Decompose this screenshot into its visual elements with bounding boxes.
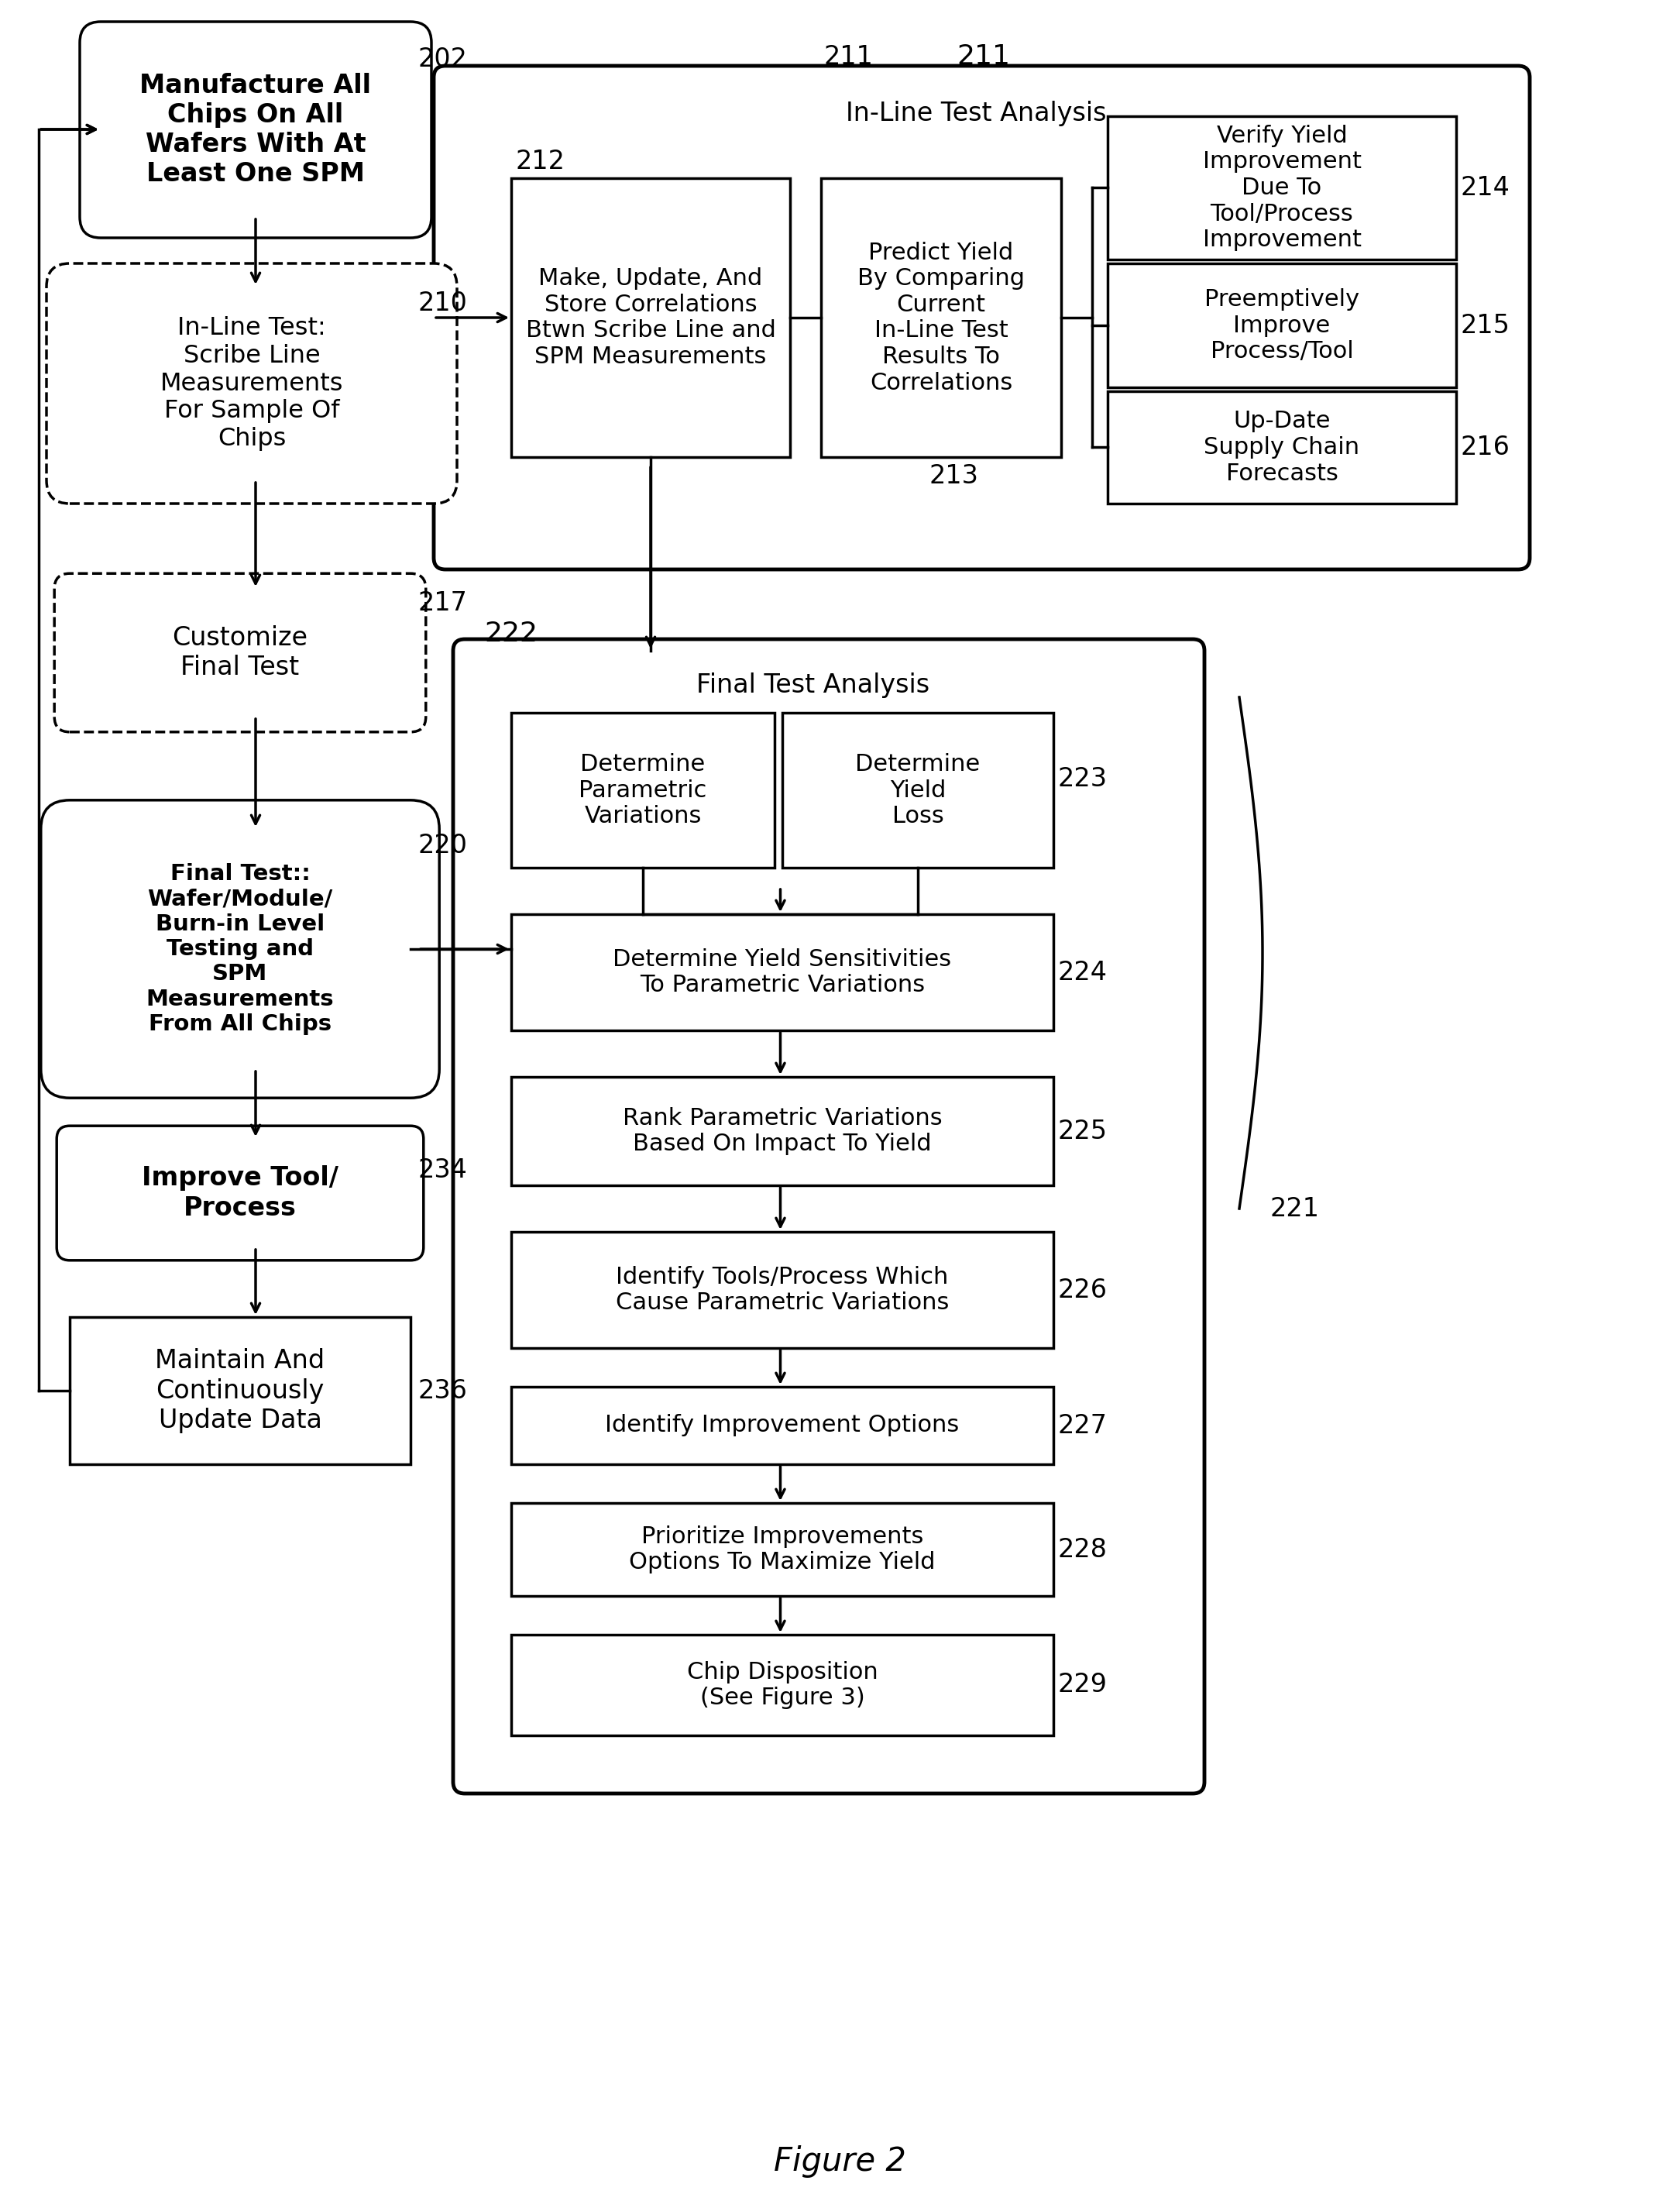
FancyBboxPatch shape	[79, 22, 432, 238]
Text: 216: 216	[1460, 435, 1510, 459]
Text: In-Line Test:
Scribe Line
Measurements
For Sample Of
Chips: In-Line Test: Scribe Line Measurements F…	[160, 316, 343, 450]
Text: 220: 220	[418, 832, 467, 859]
Text: 224: 224	[1057, 960, 1107, 985]
Text: Chip Disposition
(See Figure 3): Chip Disposition (See Figure 3)	[687, 1660, 879, 1709]
Text: Identify Tools/Process Which
Cause Parametric Variations: Identify Tools/Process Which Cause Param…	[615, 1265, 949, 1314]
Text: 236: 236	[418, 1378, 467, 1404]
Text: 214: 214	[1460, 174, 1510, 201]
Text: 223: 223	[1057, 766, 1107, 790]
Text: 213: 213	[929, 464, 979, 488]
FancyBboxPatch shape	[57, 1126, 423, 1261]
FancyBboxPatch shape	[511, 713, 774, 868]
Text: Make, Update, And
Store Correlations
Btwn Scribe Line and
SPM Measurements: Make, Update, And Store Correlations Btw…	[526, 267, 776, 369]
Text: Improve Tool/
Process: Improve Tool/ Process	[141, 1166, 338, 1221]
Text: Rank Parametric Variations
Based On Impact To Yield: Rank Parametric Variations Based On Impa…	[623, 1106, 942, 1155]
Text: 234: 234	[418, 1157, 467, 1183]
FancyBboxPatch shape	[1107, 391, 1457, 503]
Text: Maintain And
Continuously
Update Data: Maintain And Continuously Update Data	[155, 1349, 324, 1433]
Text: 226: 226	[1057, 1276, 1107, 1303]
Text: 210: 210	[418, 291, 467, 316]
Text: Customize
Final Test: Customize Final Test	[173, 625, 307, 680]
Text: 225: 225	[1057, 1117, 1107, 1144]
FancyBboxPatch shape	[783, 713, 1053, 868]
Text: Manufacture All
Chips On All
Wafers With At
Least One SPM: Manufacture All Chips On All Wafers With…	[139, 73, 371, 188]
FancyBboxPatch shape	[511, 1078, 1053, 1186]
FancyBboxPatch shape	[433, 66, 1530, 570]
FancyBboxPatch shape	[454, 638, 1205, 1793]
FancyBboxPatch shape	[1107, 117, 1457, 261]
Text: Determine
Parametric
Variations: Determine Parametric Variations	[580, 753, 707, 828]
Text: Identify Improvement Options: Identify Improvement Options	[605, 1415, 959, 1437]
Text: 228: 228	[1057, 1537, 1107, 1563]
Text: 229: 229	[1057, 1671, 1107, 1698]
Text: Predict Yield
By Comparing
Current
In-Line Test
Results To
Correlations: Predict Yield By Comparing Current In-Li…	[857, 241, 1025, 393]
FancyBboxPatch shape	[511, 1232, 1053, 1349]
FancyBboxPatch shape	[511, 914, 1053, 1031]
FancyBboxPatch shape	[511, 1387, 1053, 1464]
Text: 211: 211	[958, 44, 1010, 71]
FancyBboxPatch shape	[511, 1634, 1053, 1735]
Text: 215: 215	[1460, 314, 1510, 338]
FancyBboxPatch shape	[40, 799, 440, 1097]
Text: 212: 212	[516, 148, 564, 174]
FancyBboxPatch shape	[69, 1316, 410, 1464]
Text: 202: 202	[418, 46, 467, 73]
FancyBboxPatch shape	[47, 263, 457, 503]
Text: 222: 222	[484, 620, 538, 647]
Text: Determine
Yield
Loss: Determine Yield Loss	[855, 753, 981, 828]
Text: Figure 2: Figure 2	[774, 2146, 906, 2177]
Text: Final Test::
Wafer/Module/
Burn-in Level
Testing and
SPM
Measurements
From All C: Final Test:: Wafer/Module/ Burn-in Level…	[146, 863, 334, 1036]
Text: 211: 211	[823, 44, 874, 71]
FancyBboxPatch shape	[1107, 263, 1457, 386]
FancyBboxPatch shape	[511, 1504, 1053, 1596]
Text: Up-Date
Supply Chain
Forecasts: Up-Date Supply Chain Forecasts	[1205, 411, 1359, 486]
FancyBboxPatch shape	[511, 179, 790, 457]
Text: In-Line Test Analysis: In-Line Test Analysis	[845, 102, 1105, 126]
FancyBboxPatch shape	[54, 574, 425, 733]
Text: Preemptively
Improve
Process/Tool: Preemptively Improve Process/Tool	[1205, 287, 1359, 362]
Text: 221: 221	[1270, 1197, 1320, 1221]
Text: Determine Yield Sensitivities
To Parametric Variations: Determine Yield Sensitivities To Paramet…	[613, 947, 951, 996]
FancyBboxPatch shape	[822, 179, 1062, 457]
Text: Prioritize Improvements
Options To Maximize Yield: Prioritize Improvements Options To Maxim…	[628, 1526, 936, 1574]
Text: Final Test Analysis: Final Test Analysis	[697, 673, 931, 698]
Text: 227: 227	[1057, 1413, 1107, 1437]
Text: Verify Yield
Improvement
Due To
Tool/Process
Improvement: Verify Yield Improvement Due To Tool/Pro…	[1203, 124, 1361, 252]
Text: 217: 217	[418, 590, 467, 616]
